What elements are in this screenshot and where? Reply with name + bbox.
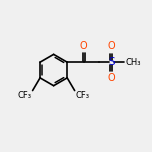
Text: CF₃: CF₃ — [18, 91, 32, 100]
Text: CF₃: CF₃ — [75, 91, 89, 100]
Text: O: O — [80, 41, 87, 51]
Text: O: O — [107, 73, 115, 83]
Text: CH₃: CH₃ — [125, 58, 141, 67]
Text: O: O — [107, 41, 115, 51]
Text: S: S — [108, 57, 114, 67]
